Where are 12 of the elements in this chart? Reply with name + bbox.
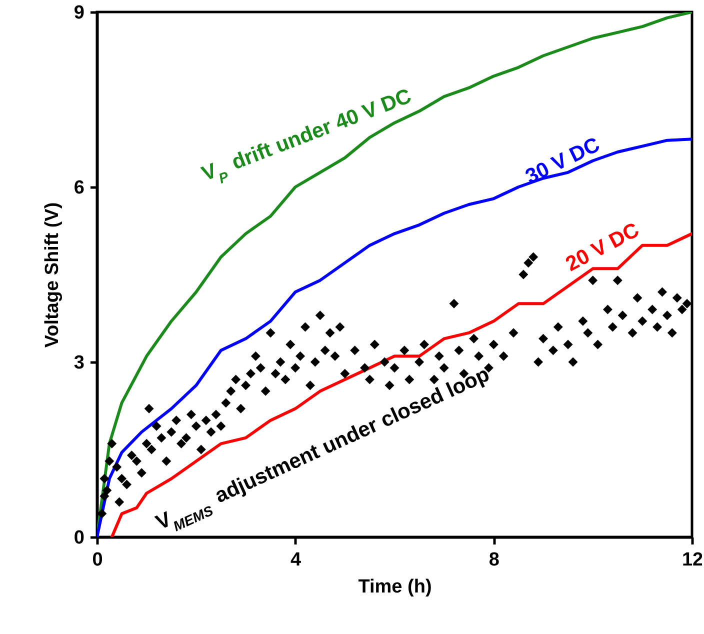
y-tick-label: 9 — [74, 2, 84, 24]
x-tick-label: 8 — [488, 550, 500, 570]
y-tick-label: 6 — [74, 178, 84, 198]
x-tick-label: 4 — [290, 550, 302, 570]
y-tick-label: 0 — [74, 528, 84, 548]
text: 20 V DC — [562, 218, 643, 276]
x-tick-label: 12 — [682, 550, 704, 570]
x-axis-title: Time (h) — [358, 576, 432, 598]
x-tick-label: 0 — [92, 550, 103, 570]
y-tick-label: 3 — [74, 352, 84, 374]
y-axis-title: Voltage Shift (V) — [42, 202, 63, 348]
text: V$_{P}$ drift under 40 V DC — [198, 84, 415, 186]
